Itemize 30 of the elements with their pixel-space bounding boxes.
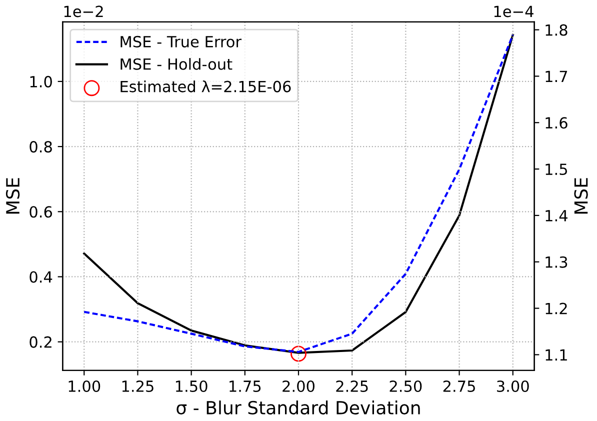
text: 1e−2 — [64, 6, 103, 18]
y2-tick-label: 1.8 — [546, 24, 568, 36]
x-tick-label: 2.50 — [390, 380, 422, 392]
y-tick-label: 0.6 — [30, 206, 52, 218]
y2-tick-label: 1.1 — [546, 349, 567, 361]
y2-tick-label: 1.2 — [546, 302, 567, 314]
y-tick-label: 0.2 — [30, 336, 52, 348]
x-tick-label: 1.00 — [68, 380, 100, 392]
y-tick-label: 0.8 — [30, 141, 52, 153]
x-tick-label: 1.50 — [176, 380, 208, 392]
x-tick-label: 2.25 — [336, 380, 368, 392]
y2-tick-label: 1.7 — [546, 70, 568, 82]
y2-tick-label: 1.6 — [546, 117, 568, 129]
legend-label: MSE - True Error — [120, 36, 242, 48]
y-axis-title: MSE — [6, 178, 20, 214]
y-tick-label: 0.4 — [30, 271, 52, 283]
x-tick-label: 1.75 — [230, 380, 261, 392]
y-tick-label: 1.0 — [30, 76, 52, 88]
x-tick-label: 1.25 — [122, 380, 154, 392]
y2-axis-title: MSE — [574, 178, 588, 214]
x-tick-label: 2.00 — [282, 380, 314, 392]
x-tick-label: 3.00 — [497, 380, 529, 392]
legend-label: Estimated λ=2.15E-06 — [120, 80, 291, 92]
y2-tick-label: 1.5 — [546, 164, 567, 176]
y2-tick-label: 1.3 — [546, 256, 568, 268]
x-tick-label: 2.75 — [443, 380, 475, 392]
y2-tick-label: 1.4 — [546, 210, 568, 222]
legend-label: MSE - Hold-out — [120, 58, 232, 70]
text: 1e−4 — [494, 6, 534, 18]
x-axis-title: σ - Blur Standard Deviation — [176, 400, 420, 415]
